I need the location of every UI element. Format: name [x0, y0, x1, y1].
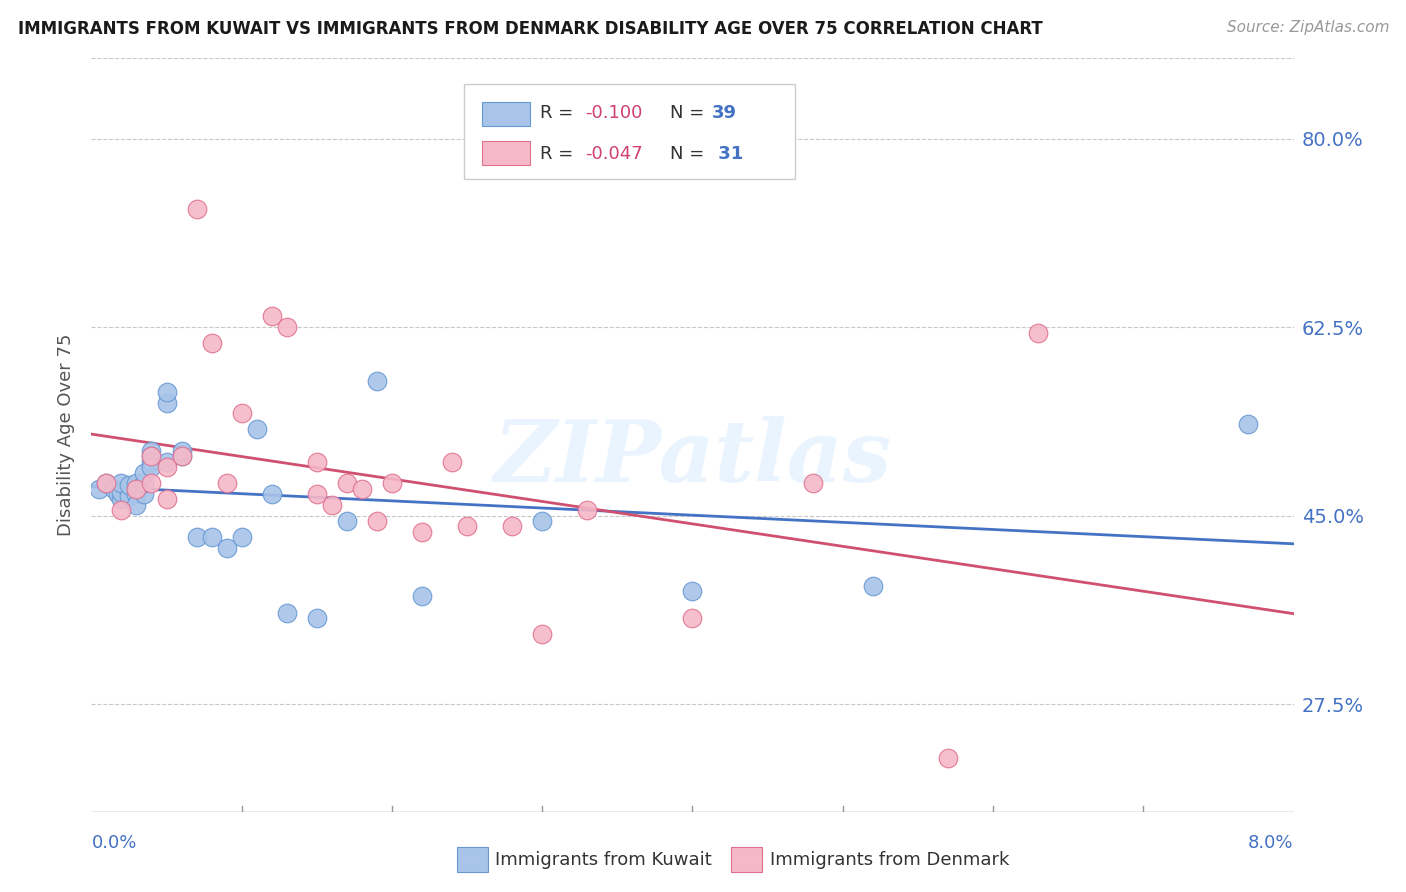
- Point: [576, 503, 599, 517]
- Point: [170, 444, 193, 458]
- Text: 0.0%: 0.0%: [91, 834, 136, 852]
- Point: [141, 455, 163, 469]
- Point: [336, 476, 359, 491]
- Point: [110, 476, 132, 491]
- Point: [260, 487, 283, 501]
- Point: [201, 336, 224, 351]
- Point: [125, 487, 148, 501]
- Point: [366, 374, 388, 388]
- Point: [155, 492, 177, 507]
- Point: [170, 450, 193, 464]
- Point: [87, 482, 110, 496]
- Point: [186, 202, 208, 216]
- Point: [155, 395, 177, 409]
- Point: [276, 320, 298, 334]
- Point: [801, 476, 824, 491]
- Point: [155, 455, 177, 469]
- Point: [103, 482, 125, 496]
- Point: [132, 476, 155, 491]
- Point: [141, 460, 163, 475]
- Text: ZIPatlas: ZIPatlas: [494, 416, 891, 500]
- Point: [411, 590, 433, 604]
- Point: [107, 487, 129, 501]
- Point: [246, 422, 269, 436]
- Point: [155, 384, 177, 399]
- Text: Immigrants from Kuwait: Immigrants from Kuwait: [495, 851, 711, 869]
- Point: [381, 476, 404, 491]
- Point: [1237, 417, 1260, 431]
- Text: -0.047: -0.047: [585, 145, 643, 163]
- Point: [501, 519, 523, 533]
- Text: Immigrants from Denmark: Immigrants from Denmark: [770, 851, 1010, 869]
- Point: [1026, 326, 1049, 340]
- Point: [215, 541, 238, 555]
- Text: 8.0%: 8.0%: [1249, 834, 1294, 852]
- Text: IMMIGRANTS FROM KUWAIT VS IMMIGRANTS FROM DENMARK DISABILITY AGE OVER 75 CORRELA: IMMIGRANTS FROM KUWAIT VS IMMIGRANTS FRO…: [18, 20, 1043, 37]
- Point: [215, 476, 238, 491]
- Point: [862, 578, 884, 592]
- Point: [118, 489, 141, 503]
- Point: [96, 476, 118, 491]
- Point: [321, 498, 343, 512]
- Point: [350, 482, 373, 496]
- Point: [141, 476, 163, 491]
- Point: [411, 524, 433, 539]
- Point: [141, 450, 163, 464]
- Point: [336, 514, 359, 528]
- Point: [110, 492, 132, 507]
- Text: N =: N =: [669, 145, 710, 163]
- Point: [186, 530, 208, 544]
- Point: [681, 611, 703, 625]
- Point: [110, 503, 132, 517]
- Point: [440, 455, 463, 469]
- Point: [201, 530, 224, 544]
- Point: [681, 584, 703, 599]
- Point: [231, 406, 253, 420]
- Text: -0.100: -0.100: [585, 104, 643, 122]
- Point: [305, 455, 328, 469]
- Text: 39: 39: [711, 104, 737, 122]
- Point: [456, 519, 478, 533]
- Point: [96, 476, 118, 491]
- Point: [125, 482, 148, 496]
- Text: Source: ZipAtlas.com: Source: ZipAtlas.com: [1226, 20, 1389, 35]
- Point: [936, 751, 959, 765]
- Text: N =: N =: [669, 104, 710, 122]
- Point: [170, 450, 193, 464]
- Point: [231, 530, 253, 544]
- Y-axis label: Disability Age Over 75: Disability Age Over 75: [58, 334, 76, 536]
- Point: [125, 476, 148, 491]
- Point: [155, 460, 177, 475]
- FancyBboxPatch shape: [482, 102, 530, 126]
- Point: [118, 478, 141, 492]
- Point: [366, 514, 388, 528]
- Point: [132, 466, 155, 480]
- Point: [305, 611, 328, 625]
- Point: [141, 444, 163, 458]
- FancyBboxPatch shape: [464, 85, 794, 178]
- Text: 31: 31: [711, 145, 742, 163]
- Point: [276, 606, 298, 620]
- Point: [125, 498, 148, 512]
- Point: [260, 310, 283, 324]
- Point: [531, 627, 554, 641]
- Point: [531, 514, 554, 528]
- Text: R =: R =: [540, 145, 579, 163]
- Point: [141, 450, 163, 464]
- Text: R =: R =: [540, 104, 579, 122]
- Point: [132, 487, 155, 501]
- Point: [110, 484, 132, 499]
- Point: [305, 487, 328, 501]
- FancyBboxPatch shape: [482, 141, 530, 165]
